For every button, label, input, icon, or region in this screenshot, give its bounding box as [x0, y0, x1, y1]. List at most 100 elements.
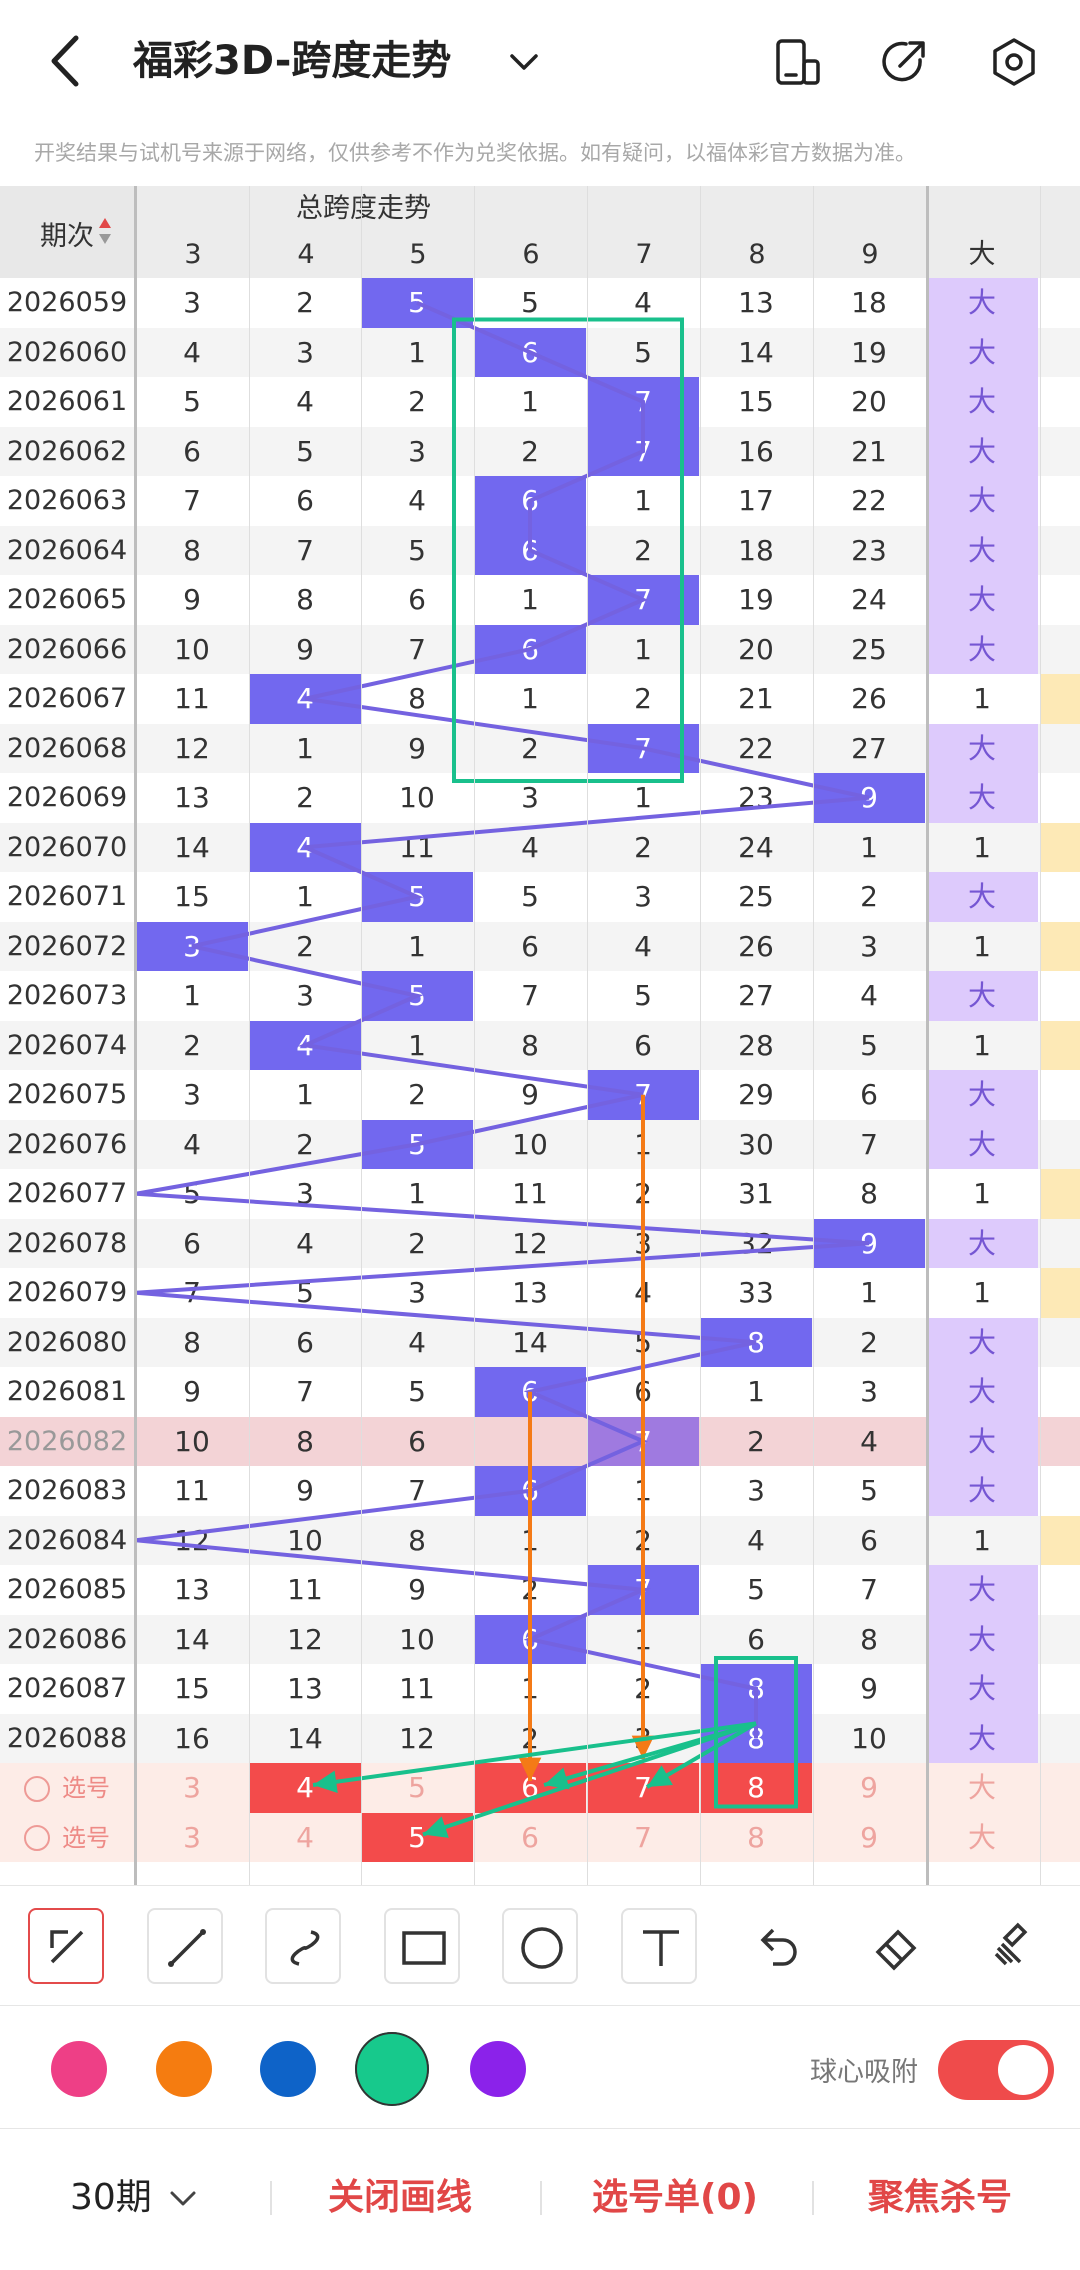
color-swatch[interactable] [355, 2032, 429, 2106]
text-tool[interactable] [620, 1908, 697, 1984]
table-row[interactable]: 2026061 5 4 2 1 7 15 20 大 [0, 377, 1080, 427]
span-cell: 6 [474, 1367, 586, 1417]
back-icon[interactable] [40, 28, 90, 94]
table-row[interactable]: 2026079 7 5 3 13 4 33 1 1 [0, 1268, 1080, 1318]
table-row[interactable]: 2026071 15 1 5 5 3 25 2 大 [0, 872, 1080, 922]
table-row[interactable]: 2026068 12 1 9 2 7 22 27 大 [0, 723, 1080, 773]
span-cell: 26 [851, 682, 887, 715]
undo-tool[interactable] [739, 1908, 815, 1984]
page-title[interactable]: 福彩3D-跨度走势 [133, 38, 452, 84]
table-row[interactable]: 2026072 3 2 1 6 4 26 3 1 [0, 921, 1080, 971]
span-cell: 2 [634, 533, 652, 567]
circle-tool[interactable] [502, 1908, 578, 1984]
snap-toggle[interactable] [938, 2040, 1054, 2100]
chevron-down-icon[interactable] [168, 2187, 198, 2211]
select-number[interactable]: 9 [860, 1820, 878, 1854]
table-row[interactable]: 2026086 14 12 10 6 1 6 8 大 [0, 1614, 1080, 1664]
select-number[interactable]: 7 [587, 1763, 699, 1813]
color-swatch[interactable] [470, 2041, 526, 2097]
table-row[interactable]: 2026070 14 4 11 4 2 24 1 1 [0, 822, 1080, 872]
table-row[interactable]: 2026081 9 7 5 6 6 1 3 大 [0, 1367, 1080, 1417]
select-number[interactable]: 4 [296, 1820, 314, 1854]
select-row-label[interactable]: 选号 [0, 1763, 134, 1813]
radio-circle-icon[interactable] [24, 1775, 50, 1802]
chevron-down-icon[interactable] [506, 44, 542, 80]
table-row[interactable]: 2026087 15 13 11 1 2 8 9 大 [0, 1664, 1080, 1714]
table-row[interactable]: 2026059 3 2 5 5 4 13 18 大 [0, 278, 1080, 328]
focus-kill-button[interactable]: 聚焦杀号 [868, 2177, 1013, 2218]
color-swatch[interactable] [260, 2041, 316, 2097]
span-cell: 7 [587, 1070, 699, 1120]
table-row[interactable]: 2026066 10 9 7 6 1 20 25 大 [0, 624, 1080, 674]
table-row[interactable]: 2026073 1 3 5 7 5 27 4 大 [0, 971, 1080, 1021]
table-row[interactable]: 2026083 11 9 7 6 1 3 5 大 [0, 1466, 1080, 1516]
table-row[interactable]: 2026078 6 4 2 12 3 32 9 大 [0, 1218, 1080, 1268]
table-row[interactable]: 2026064 8 7 5 6 2 18 23 大 [0, 525, 1080, 575]
select-number[interactable]: 6 [474, 1763, 586, 1813]
table-row[interactable]: 2026067 11 4 8 1 2 21 26 1 [0, 674, 1080, 724]
select-row[interactable]: 选号 3 4 5 6 7 8 9 大 [0, 1812, 1080, 1863]
span-cell: 1 [634, 781, 652, 814]
span-cell: 3 [634, 1226, 652, 1260]
select-number[interactable]: 4 [249, 1763, 361, 1813]
span-cell: 8 [521, 1028, 539, 1062]
table-row[interactable]: 2026085 13 11 9 2 7 5 7 大 [0, 1565, 1080, 1615]
line-tool[interactable] [146, 1908, 223, 1984]
span-cell: 3 [296, 979, 314, 1012]
span-cell: 1 [634, 1127, 652, 1161]
select-number[interactable]: 6 [521, 1820, 539, 1854]
selection-list-button[interactable]: 选号单(0) [592, 2177, 758, 2218]
span-cell: 2 [634, 682, 652, 715]
span-cell: 5 [183, 385, 201, 418]
span-cell: 3 [183, 1078, 201, 1111]
table-row[interactable]: 2026080 8 6 4 14 5 8 2 大 [0, 1317, 1080, 1367]
curve-tool[interactable] [265, 1908, 341, 1984]
select-row-label[interactable]: 选号 [0, 1813, 134, 1863]
table-row[interactable]: 2026077 5 3 1 11 2 31 8 1 [0, 1169, 1080, 1219]
period-cell: 2026080 [6, 1326, 128, 1358]
span-cell: 6 [474, 624, 586, 674]
color-swatch[interactable] [156, 2041, 212, 2097]
select-row[interactable]: 选号 3 4 5 6 7 8 9 大 [0, 1763, 1080, 1813]
select-number[interactable]: 8 [747, 1820, 765, 1854]
close-lines-button[interactable]: 关闭画线 [328, 2177, 473, 2218]
arrow-icon [50, 1930, 84, 1964]
select-number[interactable]: 7 [634, 1820, 652, 1854]
select-number[interactable]: 5 [361, 1812, 473, 1862]
table-row[interactable]: 2026060 4 3 1 6 5 14 19 大 [0, 327, 1080, 377]
arrow-tool[interactable] [28, 1908, 104, 1984]
settings-icon[interactable] [986, 34, 1042, 90]
select-big-cell[interactable]: 大 [967, 1820, 996, 1854]
layout-switch-icon[interactable] [770, 34, 826, 90]
select-number[interactable]: 5 [408, 1771, 426, 1804]
table-row[interactable]: 2026074 2 4 1 8 6 28 5 1 [0, 1020, 1080, 1070]
clear-tool[interactable] [976, 1908, 1052, 1984]
table-row[interactable]: 2026075 3 1 2 9 7 29 6 大 [0, 1070, 1080, 1120]
table-row[interactable]: 2026062 6 5 3 2 7 16 21 大 [0, 426, 1080, 476]
share-icon[interactable] [876, 34, 932, 90]
select-big-cell[interactable]: 大 [967, 1771, 996, 1804]
select-number[interactable]: 3 [183, 1771, 201, 1804]
table-row[interactable]: 2026076 4 2 5 10 1 30 7 大 [0, 1119, 1080, 1169]
radio-circle-icon[interactable] [24, 1825, 50, 1851]
table-row[interactable]: 2026084 12 10 8 1 2 4 6 1 [0, 1515, 1080, 1565]
select-number[interactable]: 3 [183, 1820, 201, 1854]
span-cell: 7 [408, 1474, 426, 1507]
table-row[interactable]: 2026088 16 14 12 2 3 8 10 大 [0, 1713, 1080, 1763]
span-cell: 7 [521, 979, 539, 1012]
select-number[interactable]: 8 [700, 1763, 812, 1813]
sort-icon [99, 218, 111, 244]
table-row[interactable]: 2026069 13 2 10 3 1 23 9 大 [0, 773, 1080, 823]
color-swatch[interactable] [51, 2041, 107, 2097]
table-row[interactable]: 2026082 10 8 6 7 2 4 大 [0, 1416, 1080, 1466]
table-row[interactable]: 2026063 7 6 4 6 1 17 22 大 [0, 476, 1080, 526]
rect-tool[interactable] [383, 1908, 460, 1984]
select-number[interactable]: 9 [860, 1771, 878, 1804]
period-header[interactable]: 期次 [0, 186, 134, 278]
table-row[interactable]: 2026065 9 8 6 1 7 19 24 大 [0, 575, 1080, 625]
eraser-tool[interactable] [857, 1908, 934, 1984]
column-divider [134, 186, 137, 1886]
span-cell: 8 [700, 1664, 812, 1714]
period-selector[interactable]: 30期 [70, 2177, 152, 2218]
